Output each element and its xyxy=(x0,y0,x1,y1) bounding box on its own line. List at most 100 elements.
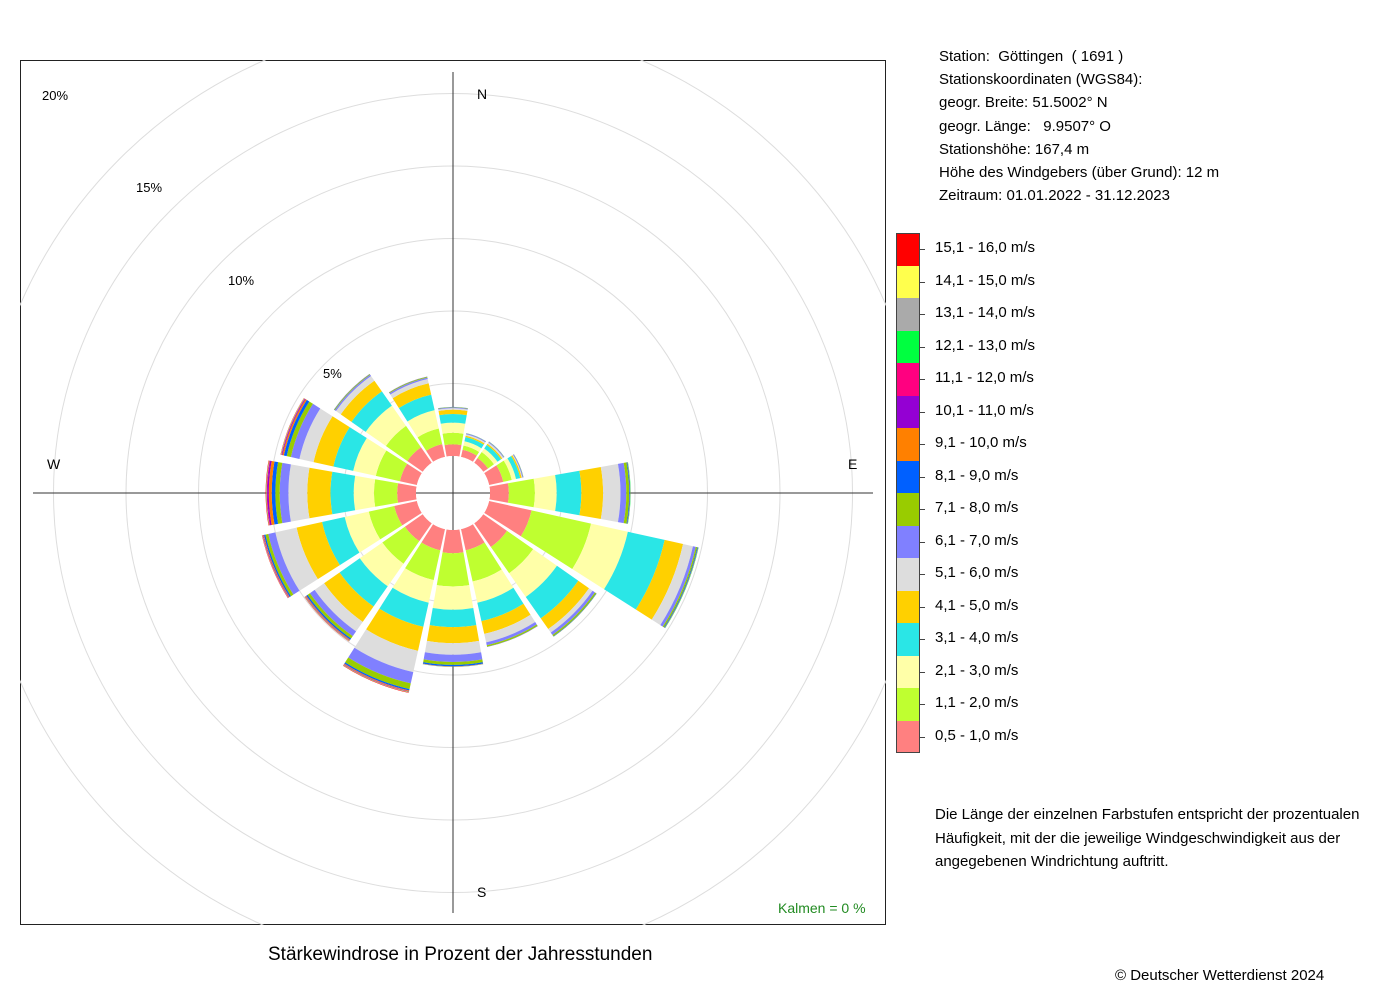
note-line: Die Länge der einzelnen Farbstufen entsp… xyxy=(935,806,1360,823)
sector-se-band xyxy=(550,590,595,635)
sector-ene-band xyxy=(507,455,521,480)
sector-w-band xyxy=(307,467,333,519)
sector-e-band xyxy=(600,463,621,523)
legend-label: 0,5 - 1,0 m/s xyxy=(935,726,1019,744)
sector-s-band xyxy=(423,659,483,665)
radial-tick-label: 20% xyxy=(42,88,68,103)
sector-wsw-band xyxy=(296,522,340,580)
radial-tick-label: 15% xyxy=(136,180,162,195)
sector-ese-band xyxy=(520,510,592,569)
sector-nnw-band xyxy=(390,379,429,399)
sector-e-band xyxy=(489,483,509,503)
legend-label: 7,1 - 8,0 m/s xyxy=(935,499,1019,516)
sector-ssw-band xyxy=(379,587,429,627)
compass-label-w: W xyxy=(47,456,61,472)
sector-se-band xyxy=(540,580,590,630)
sector-w-band xyxy=(265,460,269,526)
explanation-note: Die Länge der einzelnen Farbstufen entsp… xyxy=(935,803,1395,874)
legend-tick xyxy=(920,314,925,315)
sector-sw-band xyxy=(404,514,432,542)
legend-swatch xyxy=(896,460,920,493)
legend-label: 11,1 - 12,0 m/s xyxy=(935,369,1034,386)
sector-ssw-band xyxy=(345,657,411,690)
sector-s-band xyxy=(432,585,474,610)
sector-ese-band xyxy=(572,523,628,590)
sector-n-band xyxy=(442,432,464,446)
sector-nnw-band xyxy=(389,377,428,395)
sector-ene-band xyxy=(511,455,522,479)
sector-nw-band xyxy=(340,380,382,422)
sector-e-band xyxy=(627,462,631,524)
sector-ese-band xyxy=(484,501,532,537)
legend-swatch xyxy=(896,298,920,331)
sector-s-band xyxy=(429,607,477,628)
chart-caption: Stärkewindrose in Prozent der Jahresstun… xyxy=(268,944,653,965)
legend-tick xyxy=(920,639,925,640)
sector-sse-band xyxy=(486,622,537,646)
sector-s-band xyxy=(436,552,470,587)
sector-wnw-band xyxy=(353,438,387,476)
sector-s-band xyxy=(422,662,484,667)
sector-s-band xyxy=(422,663,484,667)
sector-ne-band xyxy=(486,443,503,460)
sector-wsw-band xyxy=(394,501,422,526)
legend-item: 11,1 - 12,0 m/s xyxy=(896,363,1296,396)
legend-swatch xyxy=(896,395,920,428)
sector-wnw-band xyxy=(283,399,310,457)
sector-sse-band xyxy=(484,614,536,643)
sector-ssw-band xyxy=(348,647,414,684)
station-info: Station: Göttingen ( 1691 ) Stationskoor… xyxy=(939,45,1219,207)
legend-item: 8,1 - 9,0 m/s xyxy=(896,460,1296,494)
compass-label-n: N xyxy=(477,86,487,102)
sector-ne-band xyxy=(488,441,505,458)
sector-se-band xyxy=(490,530,534,574)
sector-ssw-band xyxy=(366,608,424,651)
legend-item: 14,1 - 15,0 m/s xyxy=(896,265,1296,299)
sector-w-band xyxy=(373,479,398,507)
sector-w-band xyxy=(266,460,270,526)
sector-n-band xyxy=(438,406,468,409)
legend-item: 15,1 - 16,0 m/s xyxy=(896,233,1296,266)
legend-item: 7,1 - 8,0 m/s xyxy=(896,493,1296,526)
legend-tick xyxy=(920,606,925,608)
legend-swatch xyxy=(896,655,920,688)
sector-w-band xyxy=(266,460,271,526)
sector-w-band xyxy=(266,460,270,526)
sector-sw-band xyxy=(309,589,357,637)
legend-tick xyxy=(920,249,925,250)
sector-s-band xyxy=(422,663,484,667)
legend-label: 13,1 - 14,0 m/s xyxy=(935,304,1036,321)
sector-e-band xyxy=(555,470,582,516)
sector-ene-band xyxy=(512,454,524,478)
sector-sse-band xyxy=(481,603,531,634)
sector-ese-band xyxy=(635,539,684,620)
sector-nw-band xyxy=(365,405,406,446)
sector-nne-band xyxy=(462,445,480,456)
sector-e-band xyxy=(617,462,627,524)
legend-swatch xyxy=(896,720,920,753)
sector-ssw-band xyxy=(354,629,418,673)
legend-item: 10,1 - 11,0 m/s xyxy=(896,395,1296,429)
sector-ne-band xyxy=(474,457,489,472)
sector-nne-band xyxy=(465,435,485,445)
legend-item: 12,1 - 13,0 m/s xyxy=(896,330,1296,364)
sector-ese-band xyxy=(660,546,696,627)
legend-tick xyxy=(920,379,925,380)
sector-sse-band xyxy=(472,569,514,603)
rose-plot-area: 5% 10% 15% 20% N E S W xyxy=(20,60,886,925)
legend-tick xyxy=(920,574,925,575)
sector-wsw-band xyxy=(275,527,318,591)
calm-label: Kalmen = 0 % xyxy=(778,900,866,916)
sector-se-band xyxy=(548,588,593,633)
sector-sw-band xyxy=(339,558,388,607)
sector-nne-band xyxy=(461,449,477,462)
sector-ne-band xyxy=(484,444,502,462)
sector-nne-band xyxy=(466,433,486,443)
legend-label: 4,1 - 5,0 m/s xyxy=(935,596,1019,614)
sector-nnw-band xyxy=(392,383,432,408)
sector-nne-band xyxy=(465,434,486,444)
sector-sse-band xyxy=(477,587,524,622)
legend-swatch xyxy=(896,330,920,363)
sector-e-band xyxy=(508,478,535,508)
legend-tick xyxy=(920,411,925,413)
